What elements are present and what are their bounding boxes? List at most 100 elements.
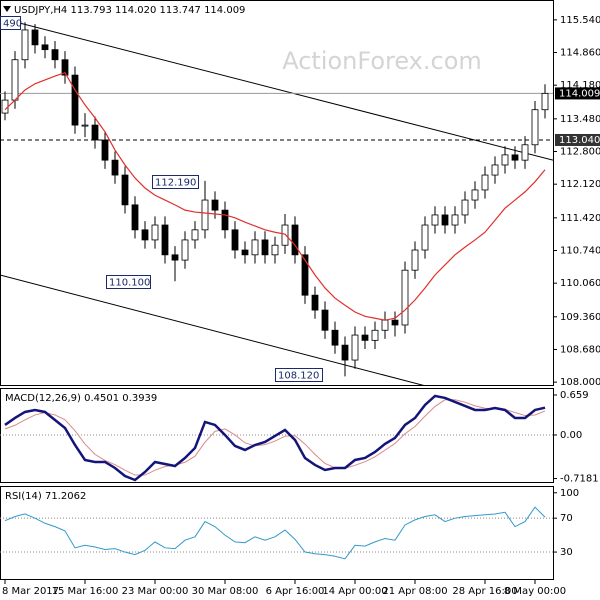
candle-body [91, 124, 99, 141]
y-tick-label: 110.060 [560, 278, 600, 289]
candle-body [281, 224, 289, 246]
candle-body [261, 239, 269, 256]
x-tick-label: 8 May 00:00 [504, 586, 566, 597]
candle-body [111, 159, 119, 176]
candle-body [421, 224, 429, 251]
candle-body [531, 109, 539, 146]
candle-body [471, 189, 479, 201]
candle-body [481, 174, 489, 191]
annotation-box [152, 175, 199, 189]
candle-body [231, 229, 239, 251]
candle-body [171, 254, 179, 261]
y-tick-label: 112.120 [560, 179, 600, 190]
price-label: 114.009 [559, 88, 600, 99]
candle-body [61, 59, 69, 76]
candle-body [291, 224, 299, 256]
x-tick-label: 28 Apr 16:00 [452, 586, 517, 597]
candle-body [151, 224, 159, 241]
candle-body [381, 319, 389, 331]
y-tick-label: 0.659 [560, 390, 589, 401]
annotation: 108.120 [278, 371, 319, 382]
candle-body [521, 144, 529, 161]
annotation-box [106, 275, 151, 289]
x-tick-label: 8 Mar 2017 [2, 586, 59, 597]
y-tick-label: 114.860 [560, 48, 600, 59]
candle-body [301, 254, 309, 296]
x-tick-label: 23 Mar 00:00 [122, 586, 189, 597]
ma-line [4, 71, 546, 321]
candle-body [211, 199, 219, 211]
y-tick-label: 115.540 [560, 15, 600, 26]
annotation-box [275, 368, 323, 382]
annotation: 112.190 [155, 178, 196, 189]
candle-body [131, 204, 139, 231]
annotation: 110.100 [109, 278, 150, 289]
candle-body [201, 199, 209, 231]
x-tick-label: 15 Mar 16:00 [52, 586, 119, 597]
annotation: 490 [3, 19, 22, 30]
price-panel [0, 0, 554, 386]
candle-body [361, 334, 369, 341]
y-tick-label: 113.480 [560, 114, 600, 125]
candle-body [501, 154, 509, 166]
candle-body [441, 214, 449, 226]
y-tick-label: 100 [560, 488, 579, 499]
signal-line [4, 399, 546, 476]
candle-body [181, 239, 189, 261]
candle-body [411, 249, 419, 271]
candle-body [51, 49, 59, 61]
price-label-box [555, 133, 600, 146]
x-tick-label: 6 Apr 16:00 [266, 586, 325, 597]
candle-body [511, 154, 519, 161]
x-tick-label: 30 Mar 08:00 [192, 586, 259, 597]
chart-title: USDJPY,H4 113.793 114.020 113.747 114.00… [14, 5, 245, 16]
y-tick-label: 108.000 [560, 377, 600, 388]
candle-body [81, 124, 89, 127]
y-tick-label: 0.00 [560, 430, 582, 441]
y-tick-label: 112.800 [560, 147, 600, 158]
candle-body [391, 319, 399, 326]
macd-title: MACD(12,26,9) 0.4501 0.3939 [5, 393, 157, 404]
candle-body [101, 139, 109, 161]
candle-body [191, 229, 199, 241]
macd-line [4, 394, 546, 482]
candle-body [491, 164, 499, 176]
candle-body [331, 329, 339, 346]
candle-body [31, 29, 39, 46]
price-label: 113.040 [559, 135, 600, 146]
candle-body [1, 99, 9, 114]
price-label-box [555, 87, 600, 100]
candle-body [311, 294, 319, 311]
y-tick-label: 108.680 [560, 344, 600, 355]
candle-body [431, 214, 439, 226]
candle-body [251, 239, 259, 256]
candle-body [241, 249, 249, 256]
y-tick-label: 110.740 [560, 245, 600, 256]
candle-body [221, 209, 229, 231]
candle-body [21, 29, 29, 61]
watermark: ActionForex.com [282, 47, 482, 75]
candle-body [11, 59, 19, 101]
menu-arrow [3, 6, 11, 12]
candle-body [271, 244, 279, 256]
y-tick-label: 30 [560, 547, 573, 558]
candle-body [141, 229, 149, 241]
candle-body [351, 334, 359, 361]
candle-body [541, 92, 549, 111]
rsi-panel [0, 486, 554, 580]
annotation-box [0, 16, 21, 30]
candle-body [321, 309, 329, 331]
candle-body [121, 174, 129, 206]
y-tick-label: 111.420 [560, 213, 600, 224]
x-tick-label: 14 Apr 00:00 [322, 586, 387, 597]
candle-body [71, 74, 79, 126]
x-tick-label: 21 Apr 08:00 [382, 586, 447, 597]
y-tick-label: 70 [560, 513, 573, 524]
candle-body [41, 44, 49, 51]
candle-body [371, 329, 379, 341]
y-tick-label: 114.180 [560, 80, 600, 91]
y-tick-label: -0.7181 [560, 474, 599, 485]
candle-body [451, 214, 459, 226]
